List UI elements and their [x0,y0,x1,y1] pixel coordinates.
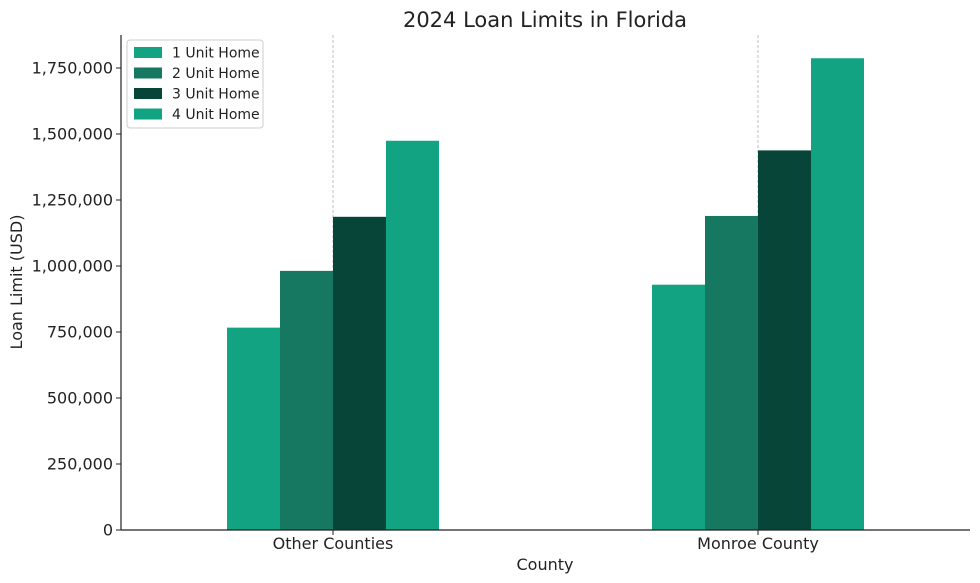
bar-1-3 [811,58,864,530]
y-tick-label-3: 750,000 [47,323,113,342]
x-axis-ticks: Other Counties Monroe County [273,530,819,553]
legend-label-0: 1 Unit Home [172,46,260,62]
x-tick-label-0: Other Counties [273,534,394,553]
legend: 1 Unit Home 2 Unit Home 3 Unit Home 4 Unit … [126,39,264,129]
y-axis-ticks: 0 250,000 500,000 750,000 1,000,000 1,250,000… [32,59,121,540]
y-tick-label-0: 0 [103,521,113,540]
bar-groups [227,58,864,531]
y-axis-title: Loan Limit (USD) [7,215,26,350]
legend-swatch-3 [134,108,162,120]
legend-label-2: 3 Unit Home [172,87,260,103]
y-tick-label-6: 1,500,000 [32,125,113,144]
axes [120,35,970,531]
y-tick-label-5: 1,250,000 [32,191,113,210]
bar-0-0 [227,327,280,530]
y-tick-label-7: 1,750,000 [32,59,113,78]
bar-0-1 [280,270,333,530]
legend-label-1: 2 Unit Home [172,66,260,82]
bar-0-3 [386,140,439,530]
bar-0-2 [333,216,386,531]
chart-title: 2024 Loan Limits in Florida [403,8,687,32]
legend-swatch-0 [134,47,162,58]
y-tick-label-1: 250,000 [47,455,113,474]
bar-1-0 [652,284,705,530]
x-tick-label-1: Monroe County [697,534,819,553]
legend-swatch-1 [134,67,162,79]
legend-frame [126,39,264,129]
y-tick-label-2: 500,000 [47,389,113,408]
y-tick-label-4: 1,000,000 [32,257,113,276]
legend-swatch-2 [134,88,162,99]
bar-1-1 [705,215,758,530]
legend-label-3: 4 Unit Home [172,107,260,123]
x-axis-title: County [517,555,574,574]
bar-1-2 [758,150,811,530]
